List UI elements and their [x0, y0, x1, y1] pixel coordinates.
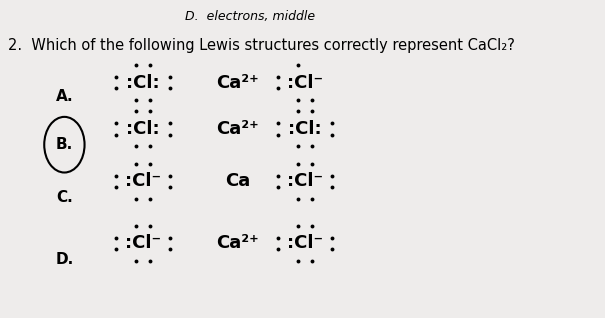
Text: B.: B. [56, 137, 73, 152]
Text: D.  electrons, middle: D. electrons, middle [185, 10, 315, 23]
Text: C.: C. [56, 190, 73, 205]
Text: Ca²⁺: Ca²⁺ [217, 74, 260, 92]
Text: :Cl:: :Cl: [126, 120, 160, 138]
Text: Ca: Ca [225, 172, 250, 190]
Text: :Cl:: :Cl: [126, 74, 160, 92]
Text: Ca²⁺: Ca²⁺ [217, 234, 260, 252]
Text: D.: D. [56, 252, 74, 267]
Text: 2.  Which of the following Lewis structures correctly represent CaCl₂?: 2. Which of the following Lewis structur… [8, 38, 515, 53]
Text: A.: A. [56, 89, 74, 105]
Text: :Cl⁻: :Cl⁻ [125, 172, 161, 190]
Text: :Cl⁻: :Cl⁻ [287, 234, 323, 252]
Text: Ca²⁺: Ca²⁺ [217, 120, 260, 138]
Text: :Cl⁻: :Cl⁻ [125, 234, 161, 252]
Text: :Cl:: :Cl: [289, 120, 322, 138]
Text: :Cl⁻: :Cl⁻ [287, 172, 323, 190]
Text: :Cl⁻: :Cl⁻ [287, 74, 323, 92]
